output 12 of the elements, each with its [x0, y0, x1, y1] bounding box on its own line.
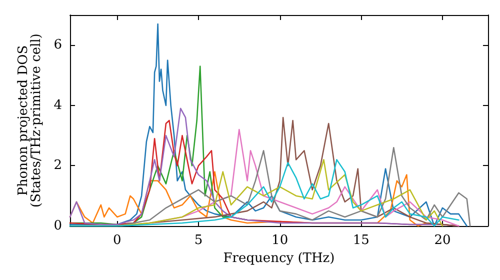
x-axis-title: Frequency (THz): [223, 251, 335, 266]
y-tick-label: 2: [54, 158, 62, 174]
x-tick-label: 5: [194, 233, 203, 248]
x-tick-label: 10: [272, 233, 288, 248]
y-tick-label: 0: [54, 218, 62, 234]
x-tick-label: 0: [113, 233, 122, 248]
y-axis-title: Phonon projected DOS (States/THz·primitive cell): [16, 33, 44, 208]
y-tick-label: 6: [54, 38, 62, 53]
x-tick-label: 15: [352, 233, 370, 248]
x-tick-label: 20: [434, 233, 451, 248]
y-tick-label: 4: [54, 98, 62, 113]
line-series: [69, 23, 468, 227]
